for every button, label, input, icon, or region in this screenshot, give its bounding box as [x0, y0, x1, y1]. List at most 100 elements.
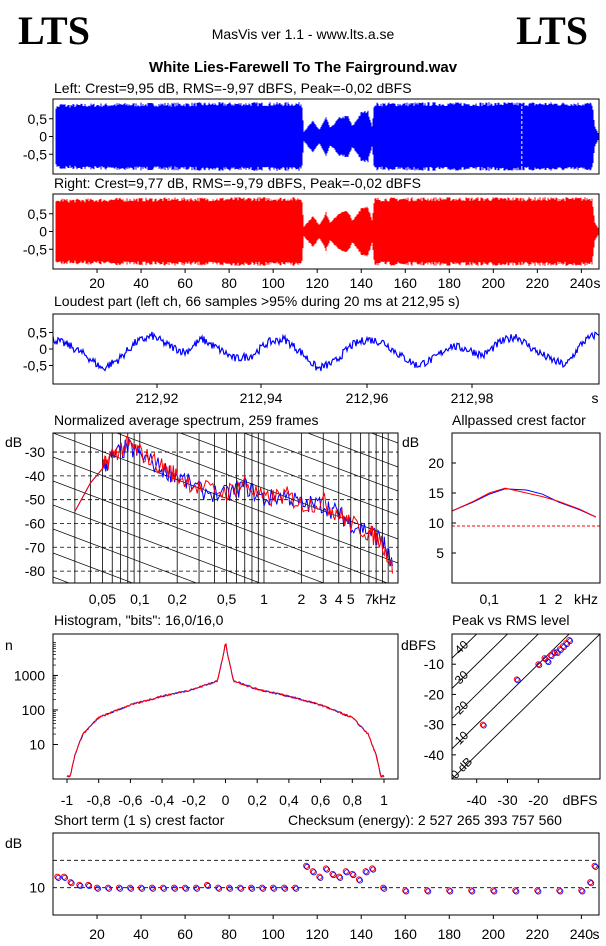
y-tick-label: 15 [428, 485, 444, 501]
peak-rms-point-left [480, 722, 487, 729]
x-tick-label: 212,96 [346, 390, 389, 406]
crest-point-right [534, 887, 541, 894]
slope-line [53, 528, 198, 583]
x-tick-label: 0 [222, 792, 230, 808]
crest-point-left [579, 888, 586, 895]
crest-point-left [447, 888, 454, 895]
crest-point-left [150, 885, 157, 892]
crest-point-left [317, 874, 324, 881]
x-tick-label: 200 [482, 275, 506, 291]
y-tick-label: 0,5 [28, 325, 48, 341]
peak-rms-point-right [550, 649, 557, 656]
crest-point-left [227, 885, 234, 892]
crest-point-right [424, 887, 431, 894]
y-tick-label: -50 [25, 492, 45, 508]
x-tick-label: 1 [260, 591, 268, 607]
slope-line [53, 504, 261, 583]
y-tick-label: 100 [22, 702, 46, 718]
x-tick-label: 40 [133, 275, 149, 291]
crest-point-left [249, 885, 256, 892]
x-tick-label: -1 [61, 792, 74, 808]
histogram-right [66, 642, 385, 778]
crest-point-left [323, 866, 330, 873]
peak-rms-point-left [564, 641, 570, 647]
peak-rms-frame [451, 633, 601, 780]
crest-point-right [93, 884, 101, 891]
y-tick-label: 1000 [14, 667, 45, 683]
crest-diagonal [452, 634, 539, 719]
x-tick-label: 0,2 [167, 591, 187, 607]
crest-point-left [304, 863, 311, 870]
crest-point-right [369, 865, 376, 872]
histogram-title: Histogram, "bits": 16,0/16,0 [54, 612, 224, 628]
spectrum-title: Normalized average spectrum, 259 frames [54, 412, 319, 428]
left-waveform [55, 102, 600, 171]
left-waveform-title: Left: Crest=9,95 dB, RMS=-9,97 dBFS, Pea… [54, 80, 412, 96]
peak-rms-title: Peak vs RMS level [452, 612, 570, 628]
crest-point-right [446, 887, 453, 894]
crest-point-right [591, 862, 598, 869]
crest-point-right [115, 884, 123, 891]
lts-logo-left: LTS [18, 8, 90, 53]
x-tick-label: -20 [528, 792, 548, 808]
crest-point-left [491, 888, 498, 895]
x-tick-label: -0,2 [182, 792, 206, 808]
x-tick-label: 212,94 [240, 390, 283, 406]
crest-point-right [303, 862, 310, 869]
crest-point-right [578, 887, 585, 894]
crest-point-left [592, 863, 599, 870]
crest-point-left [513, 888, 520, 895]
x-tick-label: 120 [306, 275, 330, 291]
crest-point-left [55, 874, 62, 881]
crest-point-right [468, 887, 475, 894]
crest-right [451, 487, 597, 518]
x-tick-label: 0,05 [89, 591, 116, 607]
crest-point-right [60, 873, 68, 880]
y-tick-label: -0,5 [23, 241, 47, 257]
crest-point-right [126, 884, 134, 891]
y-tick-label: -60 [25, 515, 45, 531]
crest-diagonal [452, 634, 509, 689]
x-tick-label: 2 [297, 591, 305, 607]
crest-diagonal [452, 634, 600, 779]
crest-frame [451, 432, 601, 584]
x-tick-label: 5 [347, 591, 355, 607]
x-unit-label: kHz [574, 591, 598, 607]
crest-point-right [362, 868, 369, 875]
crest-point-left [86, 883, 93, 890]
crest-point-right [380, 884, 387, 891]
y-tick-label: -0,5 [23, 358, 47, 374]
x-tick-label: 20 [89, 926, 105, 942]
crest-point-left [370, 866, 377, 873]
crest-point-right [159, 884, 167, 891]
y-tick-label: 0 [39, 129, 47, 145]
crest-point-right [512, 887, 519, 894]
x-tick-label: 240 [570, 926, 594, 942]
crest-point-right [237, 884, 244, 891]
crest-point-right [316, 873, 323, 880]
diagonal-label: 40 [452, 637, 472, 657]
crest-point-left [128, 885, 135, 892]
crest-point-left [172, 885, 179, 892]
x-tick-label: 80 [221, 275, 237, 291]
crest-point-left [357, 877, 364, 884]
x-tick-label: 180 [438, 926, 462, 942]
y-tick-label: 20 [428, 455, 444, 471]
crest-point-right [137, 884, 145, 891]
crest-point-left [535, 888, 542, 895]
crest-point-left [194, 885, 201, 892]
x-tick-label: -30 [497, 792, 517, 808]
crest-title: Allpassed crest factor [452, 412, 586, 428]
crest-point-right [281, 884, 288, 891]
x-tick-label: 60 [177, 926, 193, 942]
x-tick-label: 212,98 [451, 390, 494, 406]
x-tick-label: 20 [89, 275, 105, 291]
lts-logo-right: LTS [516, 8, 588, 53]
crest-point-left [557, 888, 564, 895]
right-waveform [55, 197, 600, 266]
y-tick-label: -0,5 [23, 146, 47, 162]
x-tick-label: 220 [526, 275, 550, 291]
x-tick-label: 220 [526, 926, 550, 942]
y-tick-label: 10 [29, 880, 45, 896]
